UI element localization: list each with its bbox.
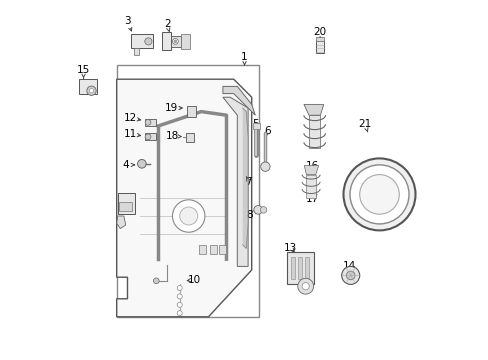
Bar [199,245,205,254]
Bar [117,65,258,317]
Circle shape [177,285,182,291]
Circle shape [341,266,359,284]
Circle shape [177,294,182,299]
Polygon shape [303,104,323,115]
Polygon shape [223,86,255,115]
Text: 13: 13 [284,243,297,253]
Bar [219,245,225,254]
Bar [119,202,132,211]
Bar [186,106,196,117]
Text: 7: 7 [245,177,252,187]
Text: 17: 17 [305,194,318,204]
Text: 2: 2 [163,19,170,30]
Text: 8: 8 [246,210,253,220]
Text: 6: 6 [264,126,271,136]
Circle shape [260,207,266,213]
Polygon shape [117,216,125,229]
Circle shape [260,162,269,171]
Circle shape [177,302,182,307]
Circle shape [174,40,177,43]
Bar [297,257,302,279]
Text: 12: 12 [123,113,137,123]
Circle shape [179,207,197,225]
Text: 21: 21 [358,119,371,129]
Text: 9: 9 [122,203,128,213]
Text: 14: 14 [342,261,356,271]
Circle shape [87,86,96,95]
Text: 11: 11 [123,129,137,139]
Text: 4: 4 [122,160,129,170]
Bar [286,252,313,284]
Text: 19: 19 [165,103,178,113]
Circle shape [153,278,159,284]
Bar [210,245,216,254]
Text: 20: 20 [313,27,326,37]
Circle shape [253,206,262,214]
Text: 1: 1 [241,52,247,62]
Circle shape [89,89,94,93]
Bar [308,115,320,148]
Circle shape [346,271,354,280]
Polygon shape [117,79,251,317]
Circle shape [145,120,151,125]
Bar [118,193,135,214]
Circle shape [145,134,151,140]
Circle shape [349,165,408,224]
Polygon shape [304,166,318,175]
Polygon shape [223,97,247,266]
Bar [134,48,139,55]
Circle shape [297,278,313,294]
Bar [186,133,194,142]
Bar [79,79,97,94]
Circle shape [137,159,146,168]
Text: 10: 10 [187,275,200,285]
Circle shape [359,175,399,214]
Bar [253,123,259,129]
Bar [305,257,309,279]
Circle shape [302,283,309,290]
Bar [316,37,323,41]
Text: 15: 15 [77,65,90,75]
Bar [145,119,156,126]
Bar [162,32,170,50]
Circle shape [177,311,182,316]
Text: 18: 18 [165,131,179,141]
Bar [131,34,152,48]
Polygon shape [242,108,247,248]
Bar [306,175,315,198]
Text: 16: 16 [305,161,318,171]
Text: 3: 3 [124,16,131,26]
Bar [145,133,156,140]
Circle shape [144,38,152,45]
Bar [290,257,294,279]
Text: 5: 5 [251,119,258,129]
Bar [315,40,324,53]
Circle shape [172,39,178,44]
Circle shape [172,200,204,232]
Bar [181,34,190,49]
Bar [170,36,181,47]
Circle shape [343,158,415,230]
